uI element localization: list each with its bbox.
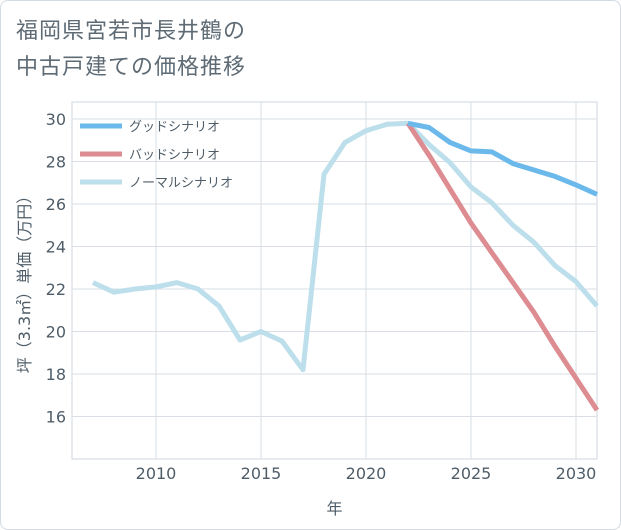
y-tick-label: 30 [46,110,66,129]
y-tick-label: 20 [46,323,66,342]
chart-title-line-2: 中古戸建ての価格推移 [16,55,247,80]
series-lines [91,120,600,412]
y-tick-label: 28 [46,153,66,172]
y-tick-label: 18 [46,365,66,384]
series-line-2 [91,120,599,373]
series-line-0 [407,120,599,197]
axis-ticks: 16 18 20 22 24 26 28 30 2010 2015 2020 2025 2030 [46,110,597,483]
chart-title-line-1: 福岡県宮若市長井鶴の [16,19,247,44]
x-tick-label: 2025 [451,464,492,483]
y-tick-label: 16 [46,408,66,427]
series-line-1 [405,121,600,412]
y-tick-label: 22 [46,280,66,299]
x-tick-label: 2020 [346,464,387,483]
x-tick-label: 2030 [556,464,597,483]
legend-label-0: グッドシナリオ [129,120,220,135]
x-axis-title: 年 [326,499,342,518]
legend-label-1: バッドシナリオ [129,148,220,163]
y-tick-label: 24 [46,238,66,257]
plot-frame [71,101,598,460]
grid [71,101,598,460]
y-axis-title: 坪（3.3㎡）単価（万円） [15,188,34,373]
chart-title: 福岡県宮若市長井鶴の 中古戸建ての価格推移 [16,14,376,86]
x-tick-label: 2015 [241,464,282,483]
y-tick-label: 26 [46,195,66,214]
x-tick-label: 2010 [136,464,177,483]
legend-label-2: ノーマルシナリオ [129,176,233,191]
